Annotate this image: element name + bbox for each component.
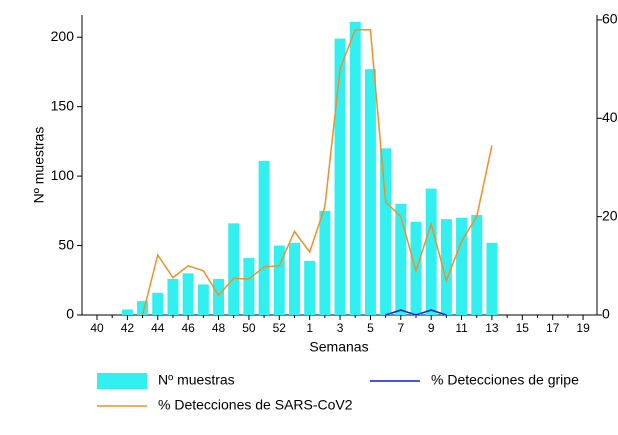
legend-label: Nº muestras [158,372,235,388]
bar [380,148,392,315]
bar [456,217,468,315]
x-tick-label: 17 [546,321,560,335]
x-tick-label: 50 [242,321,256,335]
x-tick-label: 42 [121,321,135,335]
x-tick-label: 52 [273,321,287,335]
bar [471,215,483,315]
x-tick-label: 19 [576,321,590,335]
y-axis-label: Nº muestras [31,127,47,204]
bar [349,21,361,315]
bar [258,160,270,315]
bar [137,301,149,315]
bar [395,203,407,315]
bar [121,309,133,315]
y2-tick-label: 20 [602,207,618,223]
y2-tick-label: 40 [602,109,618,125]
bar [213,278,225,315]
x-tick-label: 11 [455,321,468,335]
line [385,309,447,316]
bar [182,273,194,315]
x-tick-label: 3 [337,321,344,335]
x-tick-label: 46 [181,321,195,335]
x-tick-label: 9 [428,321,435,335]
bar [334,38,346,315]
legend-swatch [97,373,147,389]
bar [319,210,331,315]
x-tick-label: 44 [151,321,165,335]
x-tick-label: 48 [212,321,226,335]
y-tick-label: 100 [51,167,75,183]
bar [167,278,179,315]
y2-tick-label: 60 [602,11,618,27]
x-tick-label: 5 [367,321,374,335]
y-tick-label: 50 [58,236,74,252]
y-tick-label: 0 [66,306,74,322]
line [141,29,493,316]
bar [273,245,285,315]
bar [440,219,452,315]
bar [197,284,209,315]
x-tick-label: 7 [397,321,404,335]
y-tick-label: 150 [51,97,75,113]
y2-tick-label: 0 [602,306,610,322]
bar [364,69,376,316]
x-axis-label: Semanas [309,339,368,355]
bar [243,258,255,315]
bar [425,188,437,315]
bar [486,242,498,315]
x-tick-label: 13 [485,321,499,335]
y-tick-label: 200 [51,28,75,44]
bar [228,223,240,315]
x-tick-label: 1 [306,321,313,335]
x-tick-label: 15 [516,321,530,335]
legend-label: % Detecciones de SARS-CoV2 [158,397,353,413]
bar [288,242,300,315]
bar [304,260,316,315]
legend-label: % Detecciones de gripe [431,372,579,388]
bar [152,292,164,315]
x-tick-label: 40 [90,321,104,335]
